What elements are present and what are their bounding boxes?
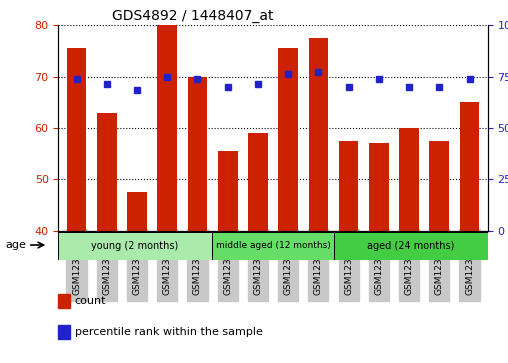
Bar xyxy=(218,151,238,231)
Bar xyxy=(58,232,212,260)
Text: aged (24 months): aged (24 months) xyxy=(367,241,455,251)
Bar xyxy=(369,143,389,231)
Text: percentile rank within the sample: percentile rank within the sample xyxy=(75,327,263,337)
Bar xyxy=(308,38,328,231)
Bar xyxy=(187,77,207,231)
Text: count: count xyxy=(75,296,106,306)
Bar xyxy=(429,141,449,231)
Bar xyxy=(334,232,488,260)
Text: young (2 months): young (2 months) xyxy=(91,241,179,251)
Bar xyxy=(67,49,86,231)
Bar xyxy=(248,133,268,231)
Bar xyxy=(127,192,147,231)
Bar xyxy=(460,102,480,231)
Text: GDS4892 / 1448407_at: GDS4892 / 1448407_at xyxy=(112,9,274,23)
Text: age: age xyxy=(5,240,26,250)
Text: middle aged (12 months): middle aged (12 months) xyxy=(216,241,330,250)
Bar xyxy=(157,25,177,231)
Bar xyxy=(97,113,117,231)
Bar xyxy=(278,49,298,231)
Bar xyxy=(212,232,334,260)
Bar xyxy=(399,128,419,231)
Bar xyxy=(339,141,359,231)
